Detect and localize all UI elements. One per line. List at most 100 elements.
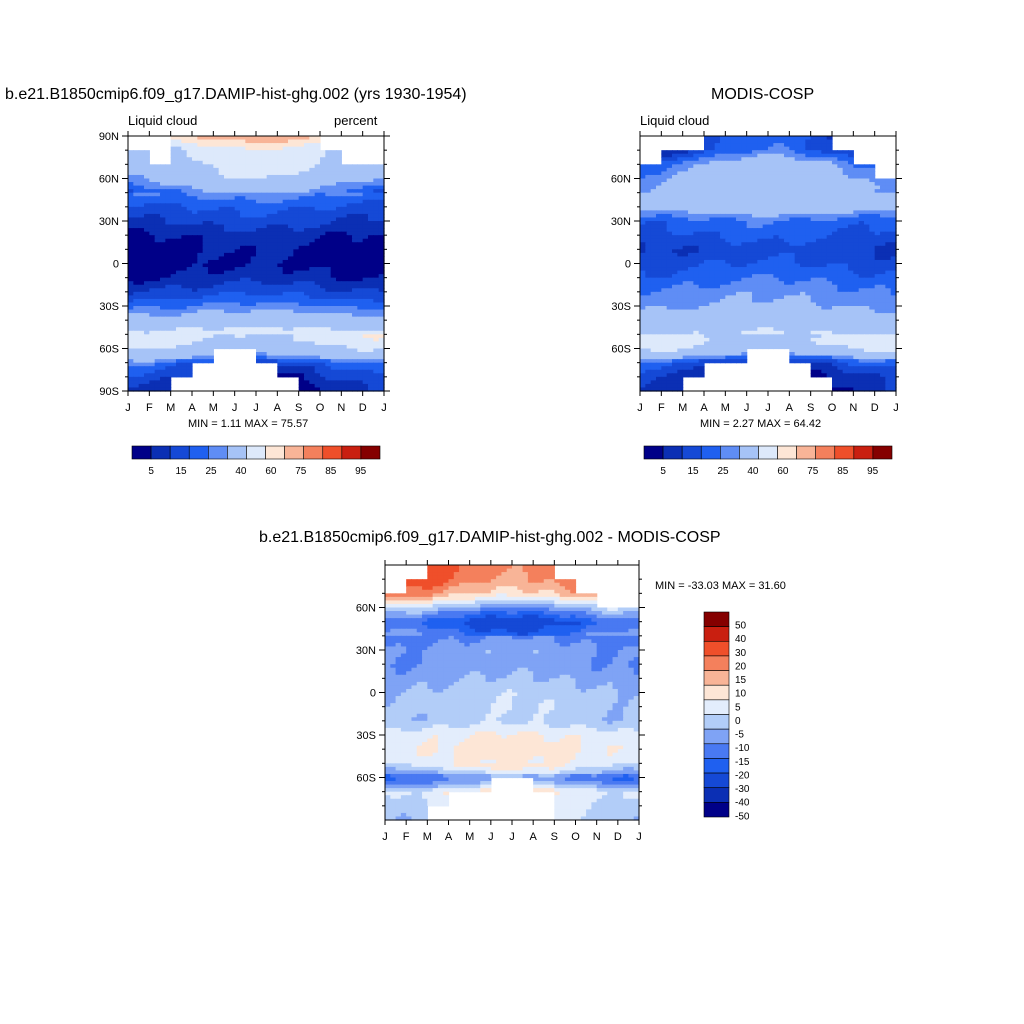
cell <box>170 136 177 141</box>
cell <box>160 313 166 318</box>
cell <box>794 199 801 204</box>
cell <box>741 274 748 279</box>
cell <box>128 316 134 321</box>
cell <box>352 196 358 201</box>
cell <box>218 192 225 197</box>
cell <box>314 263 321 268</box>
cell <box>730 213 737 219</box>
cell <box>341 306 348 311</box>
cell <box>837 267 844 272</box>
cell <box>154 263 161 268</box>
cell <box>805 256 812 261</box>
cell <box>677 164 684 169</box>
cell <box>368 171 374 176</box>
cell <box>725 245 732 250</box>
cell <box>277 252 284 258</box>
cell <box>128 298 134 304</box>
cell <box>768 203 774 208</box>
cell <box>298 153 305 158</box>
cell <box>144 298 150 304</box>
cell <box>773 136 780 141</box>
cell <box>176 270 182 275</box>
cell <box>677 274 684 279</box>
cell <box>277 249 284 254</box>
cell <box>869 192 876 197</box>
cell <box>352 249 358 254</box>
cell <box>213 136 220 141</box>
cell <box>778 267 785 272</box>
cell <box>197 157 204 162</box>
cell <box>224 213 230 219</box>
cell <box>293 366 300 371</box>
cell <box>858 217 865 222</box>
cell <box>661 199 668 204</box>
cell <box>373 369 380 374</box>
cell <box>320 203 326 208</box>
cell <box>309 160 316 165</box>
cell <box>218 224 225 229</box>
cell <box>128 352 134 357</box>
cell <box>752 245 758 250</box>
cell <box>666 217 673 222</box>
cell <box>229 217 236 222</box>
cell <box>245 153 252 158</box>
cell <box>725 274 732 279</box>
cell <box>309 259 316 265</box>
cell <box>298 263 305 268</box>
cell <box>320 185 326 190</box>
cell <box>890 178 897 183</box>
cell <box>144 150 150 155</box>
cell <box>320 383 326 389</box>
cell <box>837 150 844 155</box>
cell <box>192 210 198 215</box>
cell <box>752 174 758 180</box>
cell <box>768 189 774 194</box>
cell <box>709 160 716 165</box>
cell <box>293 157 300 162</box>
cell <box>661 256 668 261</box>
cell <box>293 206 300 211</box>
cell <box>245 313 252 318</box>
cell <box>170 316 177 321</box>
cell <box>261 136 268 141</box>
cell <box>805 259 812 265</box>
cell <box>666 203 673 208</box>
cell <box>378 352 385 357</box>
cell <box>133 206 140 211</box>
cell <box>250 210 257 215</box>
cell <box>362 284 369 289</box>
cell <box>741 174 748 180</box>
colorbar-box <box>188 445 209 460</box>
cell <box>645 203 652 208</box>
cell <box>213 249 220 254</box>
cell <box>181 153 188 158</box>
cell <box>816 139 822 144</box>
cell <box>362 337 369 343</box>
cell <box>741 231 748 236</box>
cell <box>693 267 700 272</box>
cell <box>352 189 358 194</box>
cell <box>293 334 300 339</box>
cell <box>352 277 358 282</box>
cell <box>234 245 241 250</box>
cell <box>741 171 748 176</box>
cell <box>261 295 268 300</box>
cell <box>256 221 262 226</box>
cell <box>330 249 337 254</box>
cell <box>154 224 161 229</box>
cell <box>336 228 342 233</box>
cell <box>213 252 220 258</box>
cell <box>773 150 780 155</box>
cell <box>698 259 705 265</box>
cell <box>138 182 145 187</box>
cell <box>714 274 721 279</box>
cell <box>208 344 214 350</box>
cell <box>165 334 172 339</box>
cell <box>794 203 801 208</box>
cell <box>181 206 188 211</box>
panel3-title: b.e21.B1850cmip6.f09_g17.DAMIP-hist-ghg.… <box>259 529 721 546</box>
cell <box>288 337 294 343</box>
cell <box>725 270 732 275</box>
cell <box>858 196 865 201</box>
cell <box>373 288 380 293</box>
